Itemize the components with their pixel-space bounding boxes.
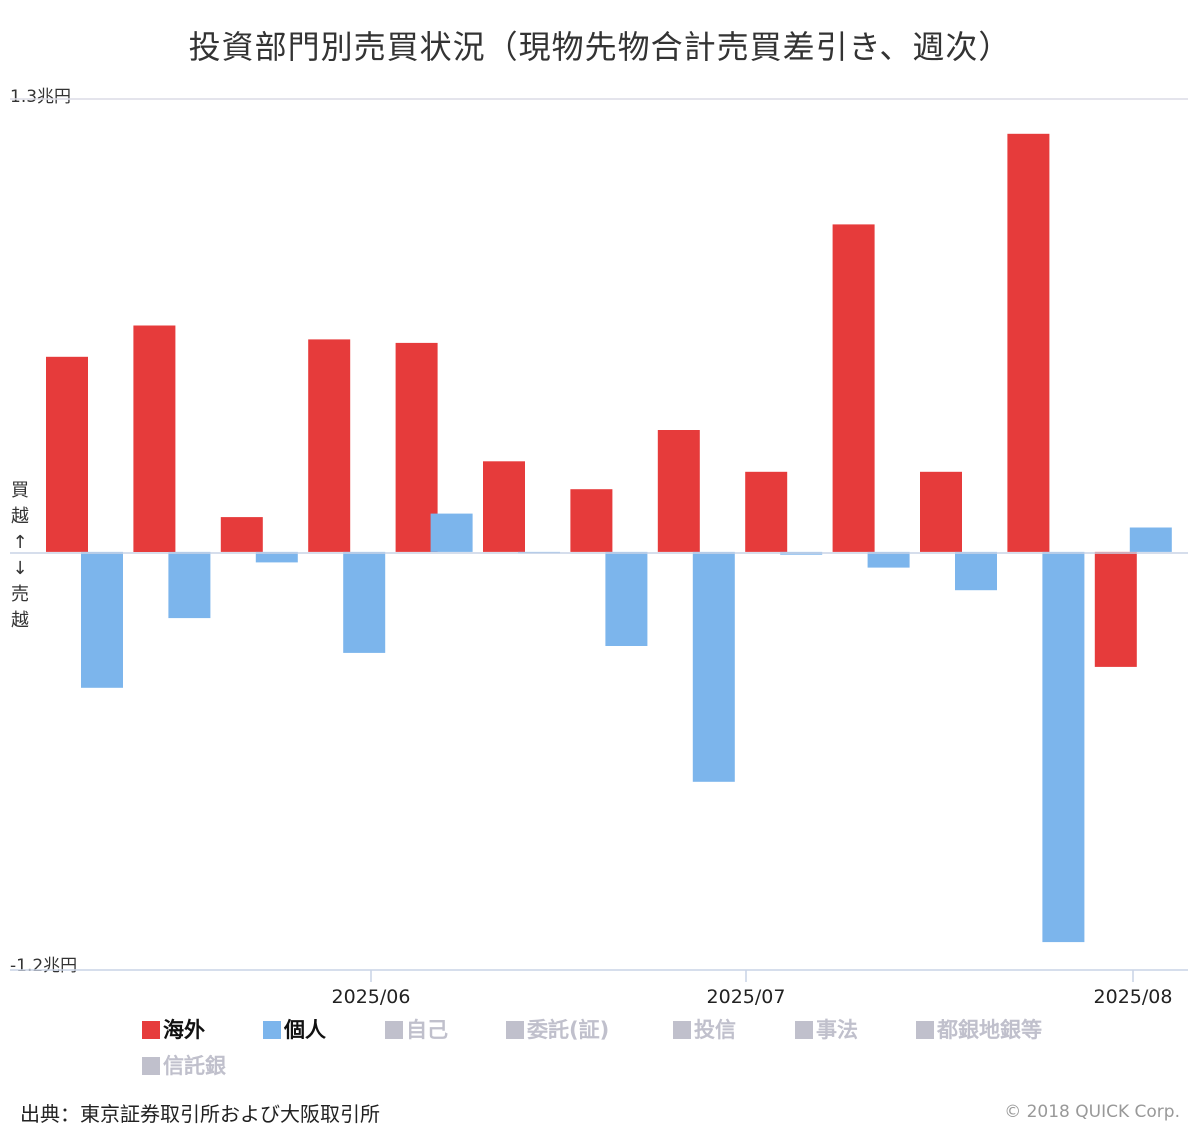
legend-swatch xyxy=(673,1021,691,1039)
legend-label: 信託銀 xyxy=(163,1054,226,1078)
legend-item-itaku[interactable]: 委託(証) xyxy=(506,1014,609,1044)
bar-kaigai[interactable] xyxy=(1094,551,1137,667)
bar-kojin[interactable] xyxy=(343,551,386,653)
copyright: © 2018 QUICK Corp. xyxy=(1004,1102,1180,1122)
x-tick-label: 2025/08 xyxy=(1093,986,1173,1008)
buy-sell-char: ↑ xyxy=(12,532,28,553)
legend-label: 投信 xyxy=(694,1018,736,1042)
bar-kojin[interactable] xyxy=(255,551,298,563)
buy-sell-char: 売 xyxy=(11,584,29,605)
bar-kaigai[interactable] xyxy=(220,517,263,552)
legend-swatch xyxy=(142,1021,160,1039)
legend-item-jiko[interactable]: 自己 xyxy=(385,1014,448,1044)
bar-kaigai[interactable] xyxy=(46,356,88,552)
legend-swatch xyxy=(506,1021,524,1039)
bar-kaigai[interactable] xyxy=(570,489,613,552)
bar-kojin[interactable] xyxy=(955,551,997,591)
legend-item-kojin[interactable]: 個人 xyxy=(263,1014,326,1044)
legend-swatch xyxy=(385,1021,403,1039)
legend-swatch xyxy=(142,1057,160,1075)
buy-sell-char: 買 xyxy=(11,480,29,501)
legend-item-toginchigin[interactable]: 都銀地銀等 xyxy=(916,1014,1042,1044)
bar-kaigai[interactable] xyxy=(308,339,351,552)
legend-label: 海外 xyxy=(163,1018,205,1042)
legend-item-shintakugin[interactable]: 信託銀 xyxy=(142,1050,226,1080)
legend-swatch xyxy=(263,1021,281,1039)
legend-label: 都銀地銀等 xyxy=(937,1018,1042,1042)
legend-item-jihou[interactable]: 事法 xyxy=(795,1014,858,1044)
x-tick-label: 2025/07 xyxy=(706,986,786,1008)
chart-title: 投資部門別売買状況（現物先物合計売買差引き、週次） xyxy=(188,28,1012,66)
legend-label: 自己 xyxy=(406,1018,448,1042)
bar-kaigai[interactable] xyxy=(832,224,875,552)
bar-kojin[interactable] xyxy=(81,551,123,688)
bar-kaigai[interactable] xyxy=(657,430,700,552)
legend-swatch xyxy=(916,1021,934,1039)
x-tick-label: 2025/06 xyxy=(331,986,411,1008)
y-axis-bottom-label: -1.2兆円 xyxy=(10,956,78,976)
buy-sell-char: ↓ xyxy=(12,558,28,579)
source-note: 出典：東京証券取引所および大阪取引所 xyxy=(20,1102,380,1126)
bar-kojin[interactable] xyxy=(605,551,648,646)
bar-kaigai[interactable] xyxy=(133,325,176,553)
bar-kojin[interactable] xyxy=(430,513,473,552)
bar-kaigai[interactable] xyxy=(483,461,525,552)
bar-kojin[interactable] xyxy=(867,551,910,568)
legend-item-toushin[interactable]: 投信 xyxy=(673,1014,736,1044)
buy-sell-indicator: 買 越 ↑ ↓ 売 越 xyxy=(8,478,32,634)
legend-label: 委託(証) xyxy=(527,1018,610,1042)
y-axis-top-label: 1.3兆円 xyxy=(10,87,72,107)
legend-item-kaigai[interactable]: 海外 xyxy=(142,1014,205,1044)
legend-label: 事法 xyxy=(816,1018,858,1042)
bar-kojin[interactable] xyxy=(168,551,211,619)
bars-group xyxy=(46,133,1172,943)
bar-kaigai[interactable] xyxy=(1007,133,1050,552)
bar-kaigai[interactable] xyxy=(920,471,962,552)
legend-swatch xyxy=(795,1021,813,1039)
legend-label: 個人 xyxy=(284,1018,326,1042)
bar-kojin[interactable] xyxy=(692,551,735,782)
buy-sell-char: 越 xyxy=(11,610,29,631)
bar-kaigai[interactable] xyxy=(745,471,788,552)
bar-kojin[interactable] xyxy=(1042,551,1085,943)
buy-sell-char: 越 xyxy=(11,506,29,527)
bar-kojin[interactable] xyxy=(1129,527,1172,552)
